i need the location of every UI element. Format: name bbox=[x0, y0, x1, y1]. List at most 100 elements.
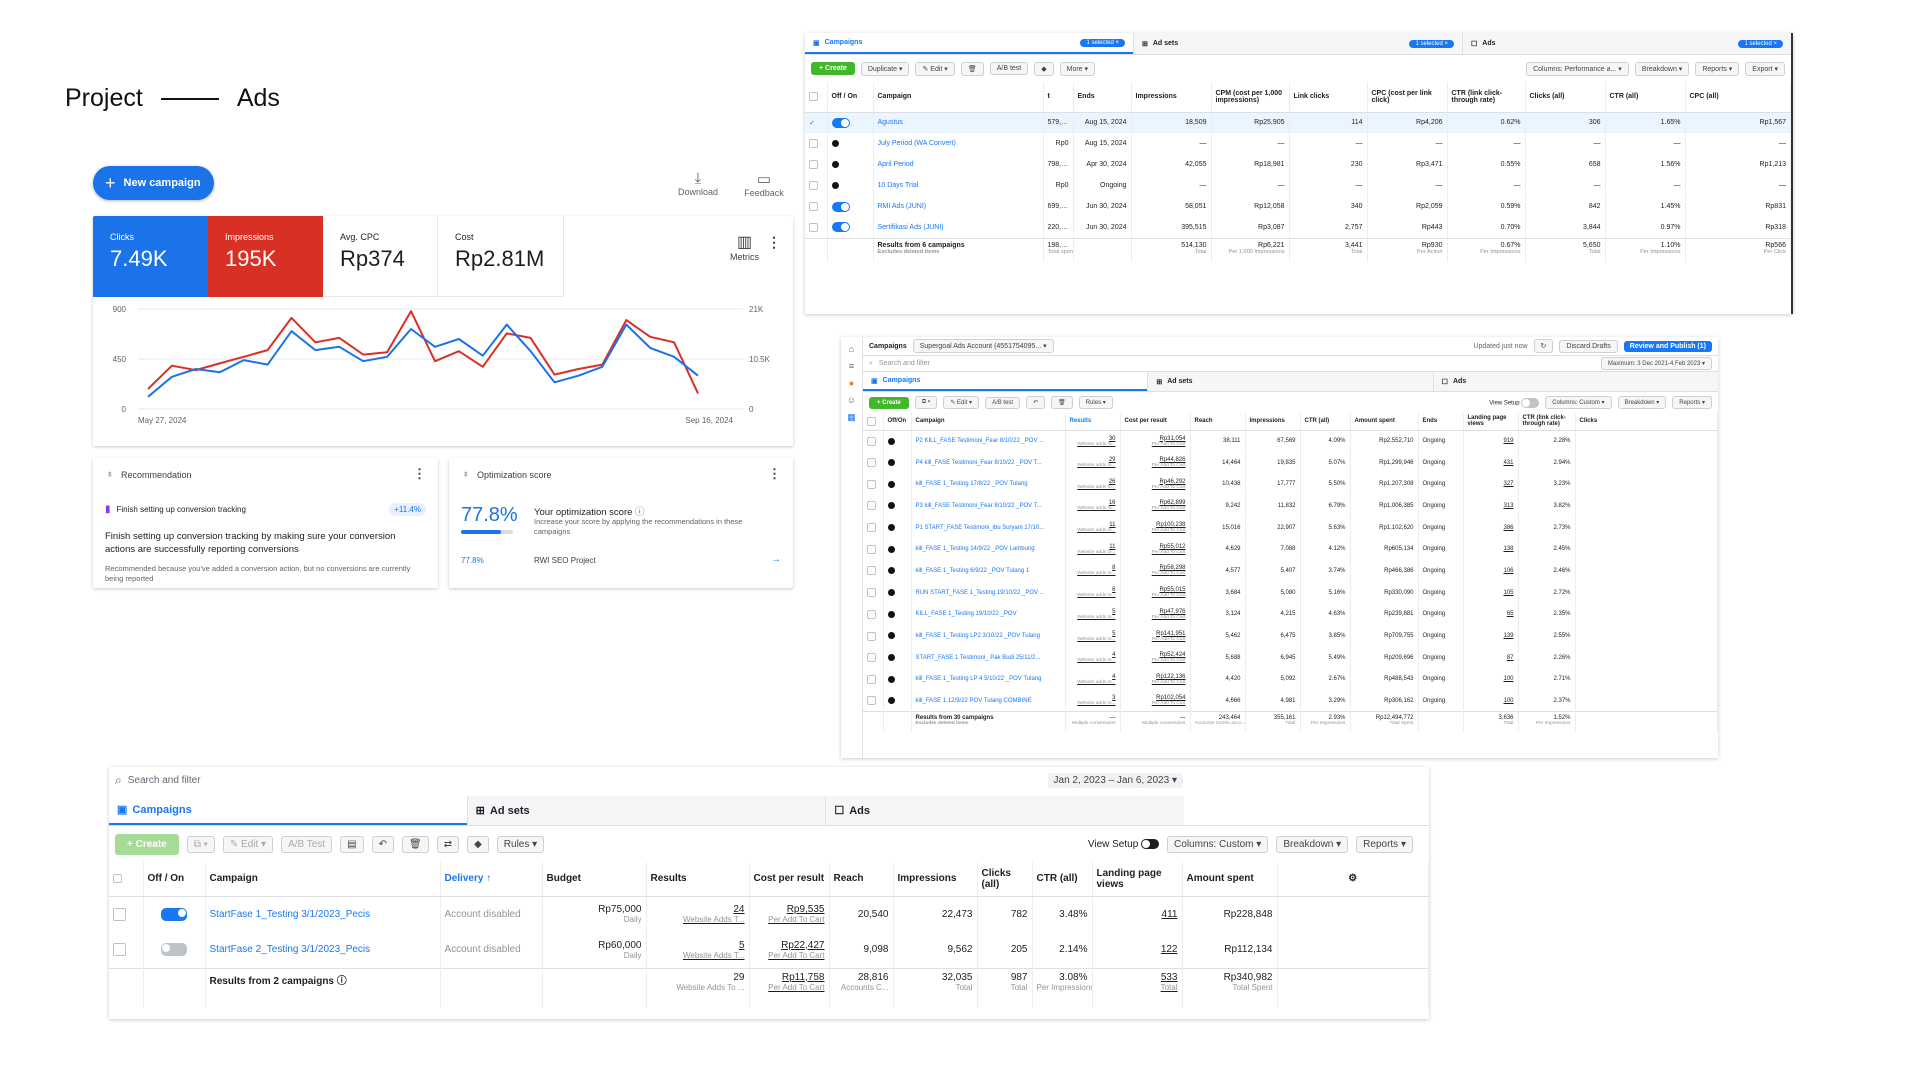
metric-impressions[interactable]: Impressions 195K bbox=[208, 216, 323, 297]
row-checkbox[interactable] bbox=[863, 430, 884, 452]
col-header[interactable]: Link clicks bbox=[1289, 82, 1368, 113]
row-checkbox[interactable] bbox=[805, 217, 828, 238]
breakdown-button[interactable]: Breakdown ▾ bbox=[1634, 61, 1690, 76]
date-range[interactable]: Jan 2, 2023 – Jan 6, 2023 ▾ bbox=[1047, 772, 1183, 788]
rules-button[interactable]: Rules ▾ bbox=[1078, 396, 1113, 409]
tab-ads[interactable]: ☐ Ads bbox=[1432, 372, 1718, 391]
row-checkbox[interactable] bbox=[109, 896, 144, 932]
on-off-toggle[interactable] bbox=[883, 430, 912, 452]
campaign-name[interactable]: RWI SEO Project bbox=[534, 556, 596, 565]
create-button[interactable]: + Create bbox=[811, 62, 855, 75]
avatar[interactable]: ● bbox=[848, 378, 855, 388]
on-off-toggle[interactable] bbox=[883, 690, 912, 712]
tab-ad-sets[interactable]: ⊞ Ad sets 1 selected × bbox=[1133, 33, 1462, 54]
col-header[interactable]: Cost per result bbox=[1120, 413, 1191, 431]
undo-button[interactable]: ↶ bbox=[371, 835, 394, 853]
on-off-toggle[interactable] bbox=[883, 473, 912, 496]
more-options-icon[interactable]: ⋮ bbox=[768, 466, 781, 481]
account-selector[interactable]: Supergoal Ads Account (4551754095... ▾ bbox=[912, 339, 1054, 353]
tab-ad-sets[interactable]: ⊞ Ad sets bbox=[1147, 372, 1433, 391]
col-header[interactable]: Landing page views bbox=[1463, 413, 1519, 431]
col-header[interactable]: Ends bbox=[1418, 413, 1464, 431]
create-button[interactable]: + Create bbox=[115, 833, 179, 855]
reports-button[interactable]: Reports ▾ bbox=[1672, 396, 1712, 409]
on-off-toggle[interactable] bbox=[827, 133, 874, 154]
col-header[interactable]: Clicks (all) bbox=[977, 862, 1033, 897]
on-off-toggle[interactable] bbox=[827, 196, 874, 217]
feedback-button[interactable]: ▭ Feedback bbox=[739, 170, 789, 198]
create-button[interactable]: + Create bbox=[869, 396, 909, 409]
select-all[interactable] bbox=[109, 862, 144, 897]
reports-button[interactable]: Reports ▾ bbox=[1356, 835, 1413, 853]
search-bar[interactable]: ⌕ Search and filter Jan 2, 2023 – Jan 6,… bbox=[109, 767, 1429, 793]
edit-button[interactable]: ✎ Edit ▾ bbox=[943, 396, 980, 409]
row-checkbox[interactable] bbox=[863, 625, 884, 647]
col-header[interactable]: Amount spent bbox=[1350, 413, 1419, 431]
table-icon[interactable]: ▦ bbox=[847, 412, 856, 422]
table-row[interactable]: RMI Ads (JUNI) 699,967 Jun 30, 2024 58,051 R… bbox=[805, 196, 1791, 217]
col-header[interactable]: CTR (all) bbox=[1032, 862, 1093, 897]
selection-pill[interactable]: 1 selected × bbox=[1409, 39, 1454, 48]
recommendation-item[interactable]: ▮ Finish setting up conversion tracking … bbox=[105, 503, 426, 516]
table-row[interactable]: kill_FASE 1_Testing LP 4 5/10/22 _POV Tu… bbox=[863, 668, 1718, 691]
col-header[interactable]: CTR (link click-through rate) bbox=[1518, 413, 1576, 431]
on-off-toggle[interactable] bbox=[883, 668, 912, 691]
help-icon[interactable]: ⓘ bbox=[635, 507, 645, 518]
col-header[interactable]: Budget bbox=[542, 862, 647, 897]
col-header[interactable]: Off / On bbox=[143, 862, 206, 897]
on-off-toggle[interactable] bbox=[883, 625, 912, 647]
metric-avg-cpc[interactable]: Avg. CPC Rp374 bbox=[323, 216, 438, 297]
on-off-toggle[interactable] bbox=[883, 646, 912, 669]
duplicate-button[interactable]: ⧉ ▾ bbox=[186, 835, 215, 853]
on-off-toggle[interactable] bbox=[883, 516, 912, 539]
row-checkbox[interactable] bbox=[863, 690, 884, 712]
on-off-toggle[interactable] bbox=[827, 217, 874, 238]
review-publish-button[interactable]: Review and Publish (1) bbox=[1623, 340, 1712, 352]
metrics-button[interactable]: ▥ Metrics bbox=[730, 232, 759, 262]
on-off-toggle[interactable] bbox=[883, 495, 912, 517]
tab-campaigns[interactable]: ▣ Campaigns bbox=[109, 796, 467, 825]
row-checkbox[interactable] bbox=[109, 932, 144, 968]
col-header[interactable]: CTR (link click-through rate) bbox=[1447, 82, 1526, 113]
select-all[interactable] bbox=[805, 82, 828, 113]
tab-ads[interactable]: ☐ Ads 1 selected × bbox=[1462, 33, 1791, 54]
ab-test-button[interactable]: A/B Test bbox=[281, 835, 333, 853]
duplicate-button[interactable]: ⧉ ▾ bbox=[914, 396, 938, 409]
table-row[interactable]: kill_FASE 1_Testing 17/8/22 _POV Tulang 2… bbox=[863, 473, 1718, 496]
table-row[interactable]: StartFase 2_Testing 3/1/2023_Pecis Accoun… bbox=[109, 932, 1429, 968]
col-header[interactable]: Amount spent bbox=[1182, 862, 1278, 897]
new-campaign-button[interactable]: + New campaign bbox=[93, 166, 214, 200]
selection-pill[interactable]: 1 selected × bbox=[1738, 39, 1783, 48]
col-header[interactable]: Impressions bbox=[1131, 82, 1212, 113]
col-header[interactable]: Landing page views bbox=[1092, 862, 1183, 897]
tab-campaigns[interactable]: ▣ Campaigns 1 selected × bbox=[805, 33, 1133, 54]
row-checkbox[interactable] bbox=[863, 451, 884, 474]
table-row[interactable]: kill_FASE 1 12/9/22 POV Tulang COMBINE 3 W… bbox=[863, 690, 1718, 712]
col-header[interactable]: t bbox=[1043, 82, 1074, 113]
tag-button[interactable]: ◆ bbox=[467, 835, 489, 853]
more-options-icon[interactable]: ⋮ bbox=[413, 466, 426, 481]
row-checkbox[interactable] bbox=[805, 133, 828, 154]
table-row[interactable]: P1 START_FASE Testimoni_ibu Suryani 17/1… bbox=[863, 516, 1718, 539]
discard-drafts-button[interactable]: Discard Drafts bbox=[1559, 339, 1618, 353]
table-row[interactable]: KILL_FASE 1_Testing 19/10/22 _POV 5 Websit… bbox=[863, 603, 1718, 626]
table-row[interactable]: P2 KILL_FASE Testimoni_Fear 8/10/22 _POV… bbox=[863, 430, 1718, 452]
view-setup[interactable]: View Setup bbox=[1489, 397, 1540, 408]
columns-button[interactable]: Columns: Custom ▾ bbox=[1167, 835, 1269, 853]
table-row[interactable]: StartFase 1_Testing 3/1/2023_Pecis Accoun… bbox=[109, 896, 1429, 932]
breakdown-button[interactable]: Breakdown ▾ bbox=[1617, 396, 1667, 409]
row-checkbox[interactable] bbox=[805, 154, 828, 175]
col-header[interactable]: Delivery ↑ bbox=[440, 862, 543, 897]
compare-button[interactable]: ⇄ bbox=[436, 835, 460, 853]
table-row[interactable]: kill_FASE 1_Testing 14/9/22 _POV Lambung… bbox=[863, 538, 1718, 561]
on-off-toggle[interactable] bbox=[883, 560, 912, 582]
arrow-right-icon[interactable]: → bbox=[771, 554, 781, 565]
on-off-toggle[interactable] bbox=[143, 896, 206, 932]
ab-test-button[interactable]: A/B test bbox=[989, 62, 1029, 75]
table-row[interactable]: July Period (WA Convert) Rp0 Aug 15, 2024—… bbox=[805, 133, 1791, 154]
ab-test-button[interactable]: A/B test bbox=[985, 396, 1021, 409]
on-off-toggle[interactable] bbox=[827, 112, 874, 133]
table-row[interactable]: Sertifikasi Ads (JUNI) 220,946 Jun 30, 202… bbox=[805, 217, 1791, 238]
col-header[interactable]: Reach bbox=[1190, 413, 1246, 431]
settings-icon[interactable]: ⚙ bbox=[1277, 862, 1429, 897]
